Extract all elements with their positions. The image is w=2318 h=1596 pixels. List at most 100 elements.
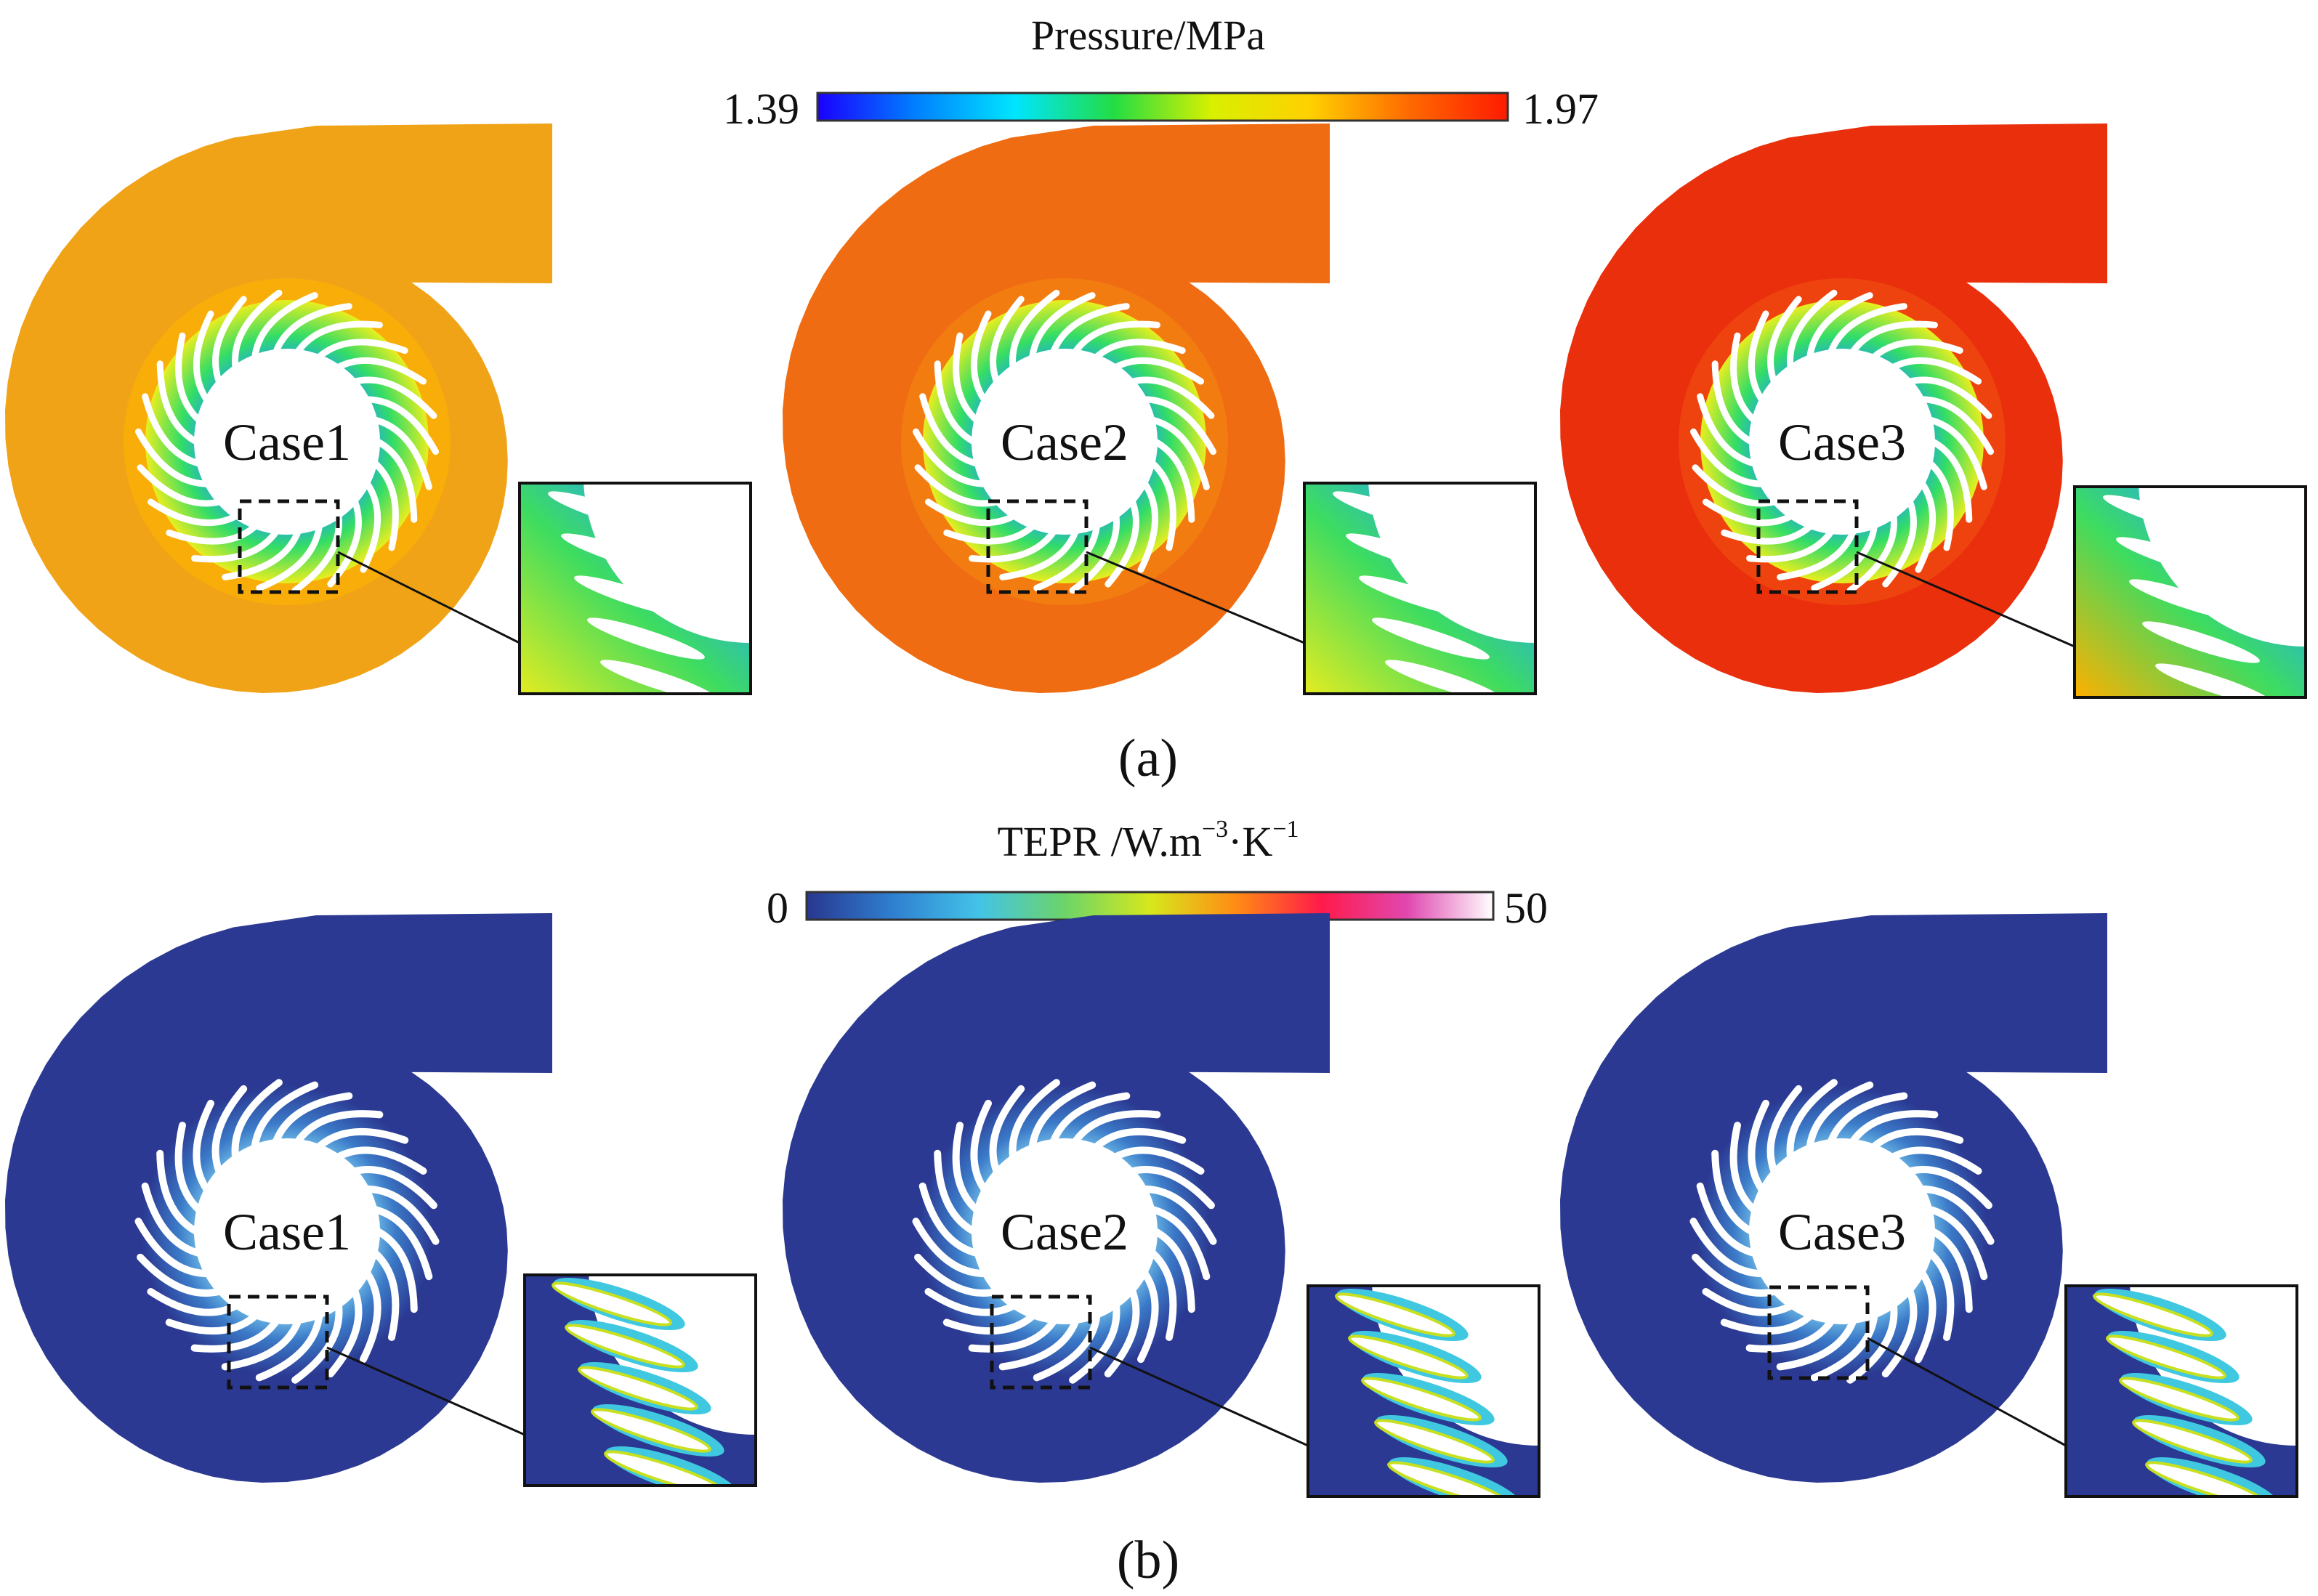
blade: [1729, 1122, 1758, 1214]
blade: [1890, 357, 1982, 385]
blade: [968, 1318, 1057, 1353]
inset-blade: [591, 1408, 711, 1453]
blade: [1069, 513, 1120, 594]
inset-blade: [2116, 537, 2234, 579]
inset-blade: [2142, 621, 2260, 663]
blade: [1711, 360, 1755, 445]
blade: [1906, 1166, 1992, 1210]
case-label: Case1: [223, 1203, 351, 1261]
blade: [1890, 1146, 1982, 1175]
inset-blade: [2103, 495, 2221, 537]
zoom-inset-frame: [1303, 482, 1537, 695]
blade: [1104, 1287, 1140, 1378]
blade: [1929, 438, 1973, 523]
zoom-inset-frame: [1307, 1284, 1540, 1498]
pump-panel-b-case1: Case1: [5, 913, 757, 1487]
blade: [1152, 438, 1195, 523]
blade: [924, 1288, 1017, 1316]
pump-panel-a-case1: Case1: [5, 123, 752, 695]
blade: [969, 528, 1057, 563]
inset-blade: [1361, 1377, 1482, 1422]
blade: [1137, 1270, 1159, 1364]
blade: [1748, 1099, 1769, 1193]
blade: [942, 1312, 1036, 1335]
blade: [1787, 289, 1838, 370]
zoom-leader-line: [1086, 551, 1305, 644]
blade: [374, 438, 418, 523]
inset-blade: [2132, 1419, 2253, 1464]
blade: [1745, 1318, 1835, 1353]
blade: [999, 528, 1079, 580]
blade: [1776, 1318, 1857, 1371]
blade: [1696, 1182, 1758, 1257]
pump-panel-a-case3: Case3: [1560, 123, 2307, 699]
blade: [1720, 1312, 1814, 1335]
impeller-eye: [972, 349, 1158, 535]
blade: [1692, 1253, 1778, 1297]
blade: [1690, 428, 1765, 487]
blade: [990, 296, 1025, 385]
blade: [1129, 376, 1215, 419]
blade: [137, 1253, 223, 1297]
blade: [1926, 460, 1954, 551]
blade: [315, 339, 408, 360]
zoom-inset: [1307, 1284, 1540, 1498]
blade: [971, 310, 992, 403]
blade: [360, 1270, 381, 1364]
blade: [919, 393, 980, 467]
blade: [1072, 320, 1160, 355]
blade: [291, 1302, 343, 1384]
blade: [371, 460, 399, 551]
impeller-eye: [194, 349, 380, 535]
zoom-leader-line: [1089, 1346, 1309, 1447]
panel-a-caption: (a): [1118, 729, 1178, 788]
blade: [1846, 1302, 1898, 1384]
inset-blade: [1335, 1292, 1455, 1337]
inset-blade: [574, 575, 692, 617]
zoom-leader-line: [326, 1346, 525, 1436]
zoom-inset: [2073, 485, 2307, 699]
blade: [1152, 1228, 1195, 1313]
inset-blade: [2145, 1461, 2266, 1496]
blade: [1033, 523, 1100, 591]
pressure-max-label: 1.97: [1522, 85, 1599, 133]
blade: [272, 1092, 353, 1145]
blade: [1849, 320, 1938, 355]
blade: [364, 396, 439, 455]
impeller-eye: [1749, 1138, 1935, 1324]
blade: [1721, 523, 1814, 545]
inset-blade: [561, 533, 679, 575]
blade: [193, 1099, 214, 1193]
blade: [374, 1228, 418, 1313]
blade: [1702, 1288, 1794, 1316]
blade: [1806, 292, 1873, 360]
blade: [363, 1185, 440, 1245]
zoom-inset-frame: [523, 1273, 757, 1487]
blade: [1918, 1185, 1995, 1245]
tepr-min-label: 0: [767, 884, 788, 932]
pressure-colorbar-bar: [816, 92, 1509, 122]
blade: [1149, 1249, 1177, 1341]
blade: [1050, 303, 1130, 355]
blade: [1929, 1228, 1973, 1313]
blade: [134, 1218, 211, 1278]
impeller-blades: [912, 1079, 1217, 1384]
blade: [255, 1312, 323, 1382]
blade: [1093, 339, 1186, 360]
blade: [251, 1081, 319, 1151]
blade: [1112, 357, 1204, 385]
blade: [1137, 480, 1158, 573]
blade: [1009, 289, 1060, 370]
blade: [1767, 296, 1802, 385]
blade: [913, 428, 988, 487]
inset-blade: [1374, 1419, 1495, 1464]
blade: [1786, 1079, 1838, 1161]
blade: [371, 416, 432, 490]
pressure-pump-row: Case1 Case2 Case3: [5, 123, 2307, 699]
tepr-title-sup1: −3: [1202, 816, 1228, 843]
impeller-eye: [194, 1138, 380, 1324]
zoom-inset: [523, 1273, 757, 1487]
blade: [135, 428, 210, 487]
blade: [1777, 528, 1857, 580]
blade: [1828, 303, 1907, 355]
